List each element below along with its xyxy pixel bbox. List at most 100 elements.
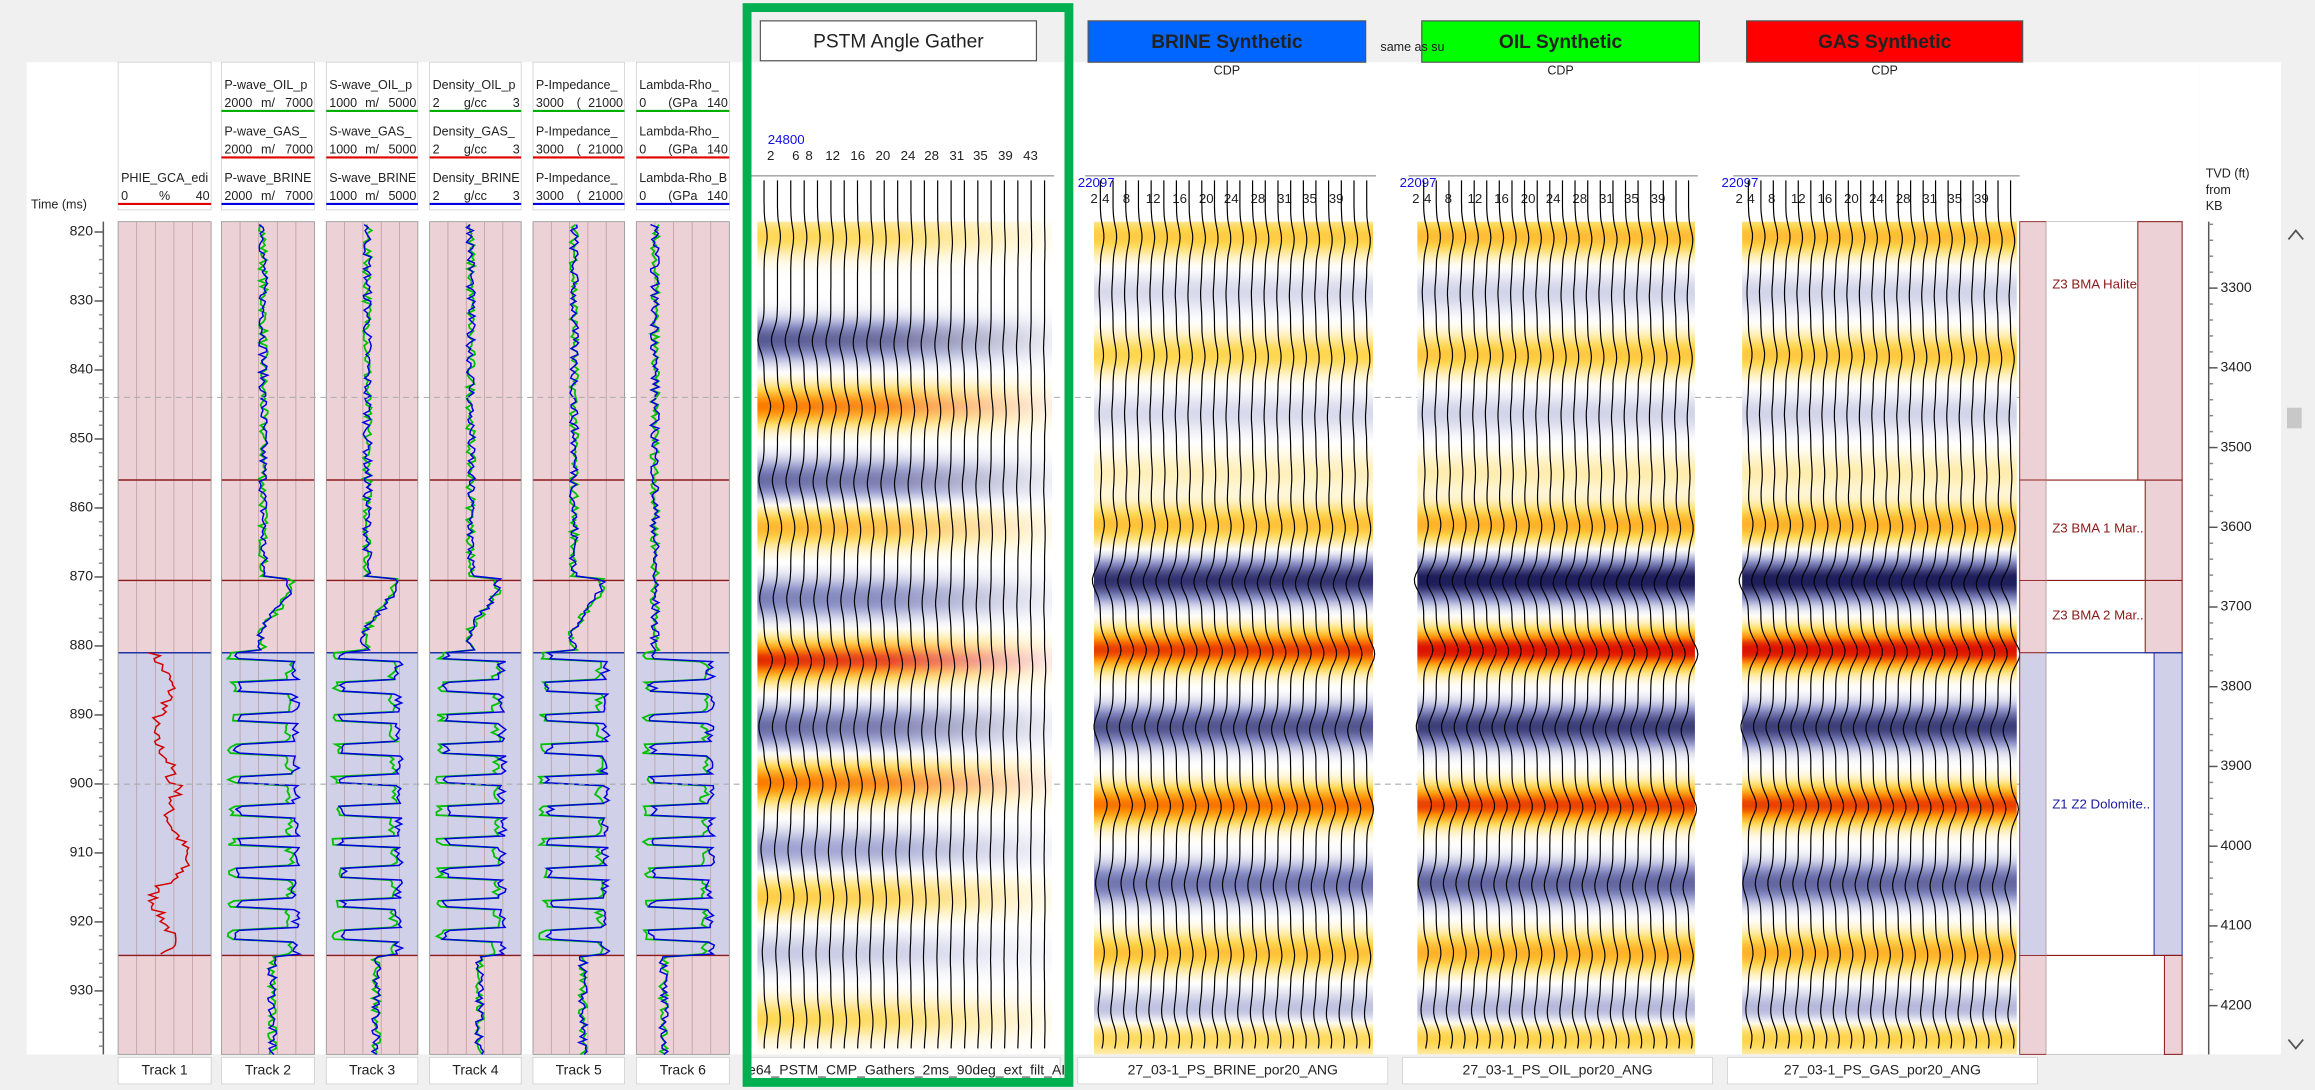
curve-min: 2 xyxy=(433,189,440,203)
time-axis-label: Time (ms) xyxy=(31,198,87,212)
curve-min: 2 xyxy=(433,142,440,156)
angle-label: 35 xyxy=(1302,191,1317,206)
log-viewer: Time (ms)8208308408508608708808909009109… xyxy=(0,0,2315,1090)
tvd-tick-label: 3300 xyxy=(2221,279,2252,295)
zone-strip xyxy=(2020,653,2047,956)
angle-label: 39 xyxy=(1974,191,1989,206)
scroll-thumb[interactable] xyxy=(2287,408,2302,429)
angle-label: 2 xyxy=(1412,191,1419,206)
curve-unit: m/ xyxy=(365,96,379,110)
curve-min: 2000 xyxy=(224,96,252,110)
curve-min: 3000 xyxy=(536,189,564,203)
tvd-axis-label: from xyxy=(2206,183,2231,197)
cdp-label: CDP xyxy=(1214,63,1240,77)
curve-unit: (GPa xyxy=(668,142,697,156)
time-tick-label: 920 xyxy=(70,913,94,929)
curve-unit: m/ xyxy=(261,142,275,156)
zone-fill xyxy=(636,955,729,1054)
curve-unit: m/ xyxy=(365,189,379,203)
curve-name: Lambda-Rho_ xyxy=(639,125,719,139)
angle-label: 12 xyxy=(1468,191,1483,206)
tvd-tick-label: 4200 xyxy=(2221,996,2252,1012)
angle-label: 6 xyxy=(792,148,799,163)
curve-name: P-Impedance_ xyxy=(536,78,619,92)
curve-max: 140 xyxy=(707,142,728,156)
tvd-tick-label: 3500 xyxy=(2221,438,2252,454)
curve-name: P-wave_BRINE xyxy=(224,171,311,185)
curve-min: 1000 xyxy=(329,96,357,110)
angle-label: 24 xyxy=(1869,191,1884,206)
curve-unit: m/ xyxy=(365,142,379,156)
time-tick-label: 890 xyxy=(70,706,94,722)
curve-unit: g/cc xyxy=(464,96,487,110)
track-name: Track 2 xyxy=(245,1061,291,1077)
curve-name: P-Impedance_ xyxy=(536,125,619,139)
amplitude-fade xyxy=(757,222,1051,1055)
curve-min: 1000 xyxy=(329,142,357,156)
zone-fill xyxy=(533,955,625,1054)
angle-label: 4 xyxy=(1102,191,1109,206)
angle-label: 35 xyxy=(1947,191,1962,206)
curve-max: 140 xyxy=(707,189,728,203)
angle-label: 2 xyxy=(767,148,774,163)
angle-label: 16 xyxy=(1172,191,1187,206)
angle-label: 31 xyxy=(949,148,964,163)
panel-title: BRINE Synthetic xyxy=(1151,32,1303,53)
angle-label: 20 xyxy=(1199,191,1214,206)
header-note: same as su xyxy=(1380,40,1444,54)
panel-footer-label: 27_03-1_PS_BRINE_por20_ANG xyxy=(1128,1061,1338,1077)
curve-unit: g/cc xyxy=(464,142,487,156)
zone-fill xyxy=(326,955,418,1054)
curve-max: 3 xyxy=(513,142,520,156)
curve-name: P-wave_GAS_ xyxy=(224,125,307,139)
curve-name: Density_GAS_ xyxy=(433,125,516,139)
tvd-tick-label: 3400 xyxy=(2221,359,2252,375)
track-header xyxy=(118,62,211,210)
tvd-axis-label: KB xyxy=(2206,199,2223,213)
track-name: Track 3 xyxy=(349,1061,395,1077)
zone-label: Z1 Z2 Dolomite.. xyxy=(2052,796,2150,811)
angle-label: 8 xyxy=(805,148,812,163)
curve-unit: (GPa xyxy=(668,189,697,203)
zone-label: Z3 BMA 2 Mar.. xyxy=(2052,607,2143,622)
curve-name: S-wave_GAS_ xyxy=(329,125,412,139)
cdp-label: CDP xyxy=(1871,63,1897,77)
time-tick-label: 910 xyxy=(70,844,94,860)
zone-fill xyxy=(221,955,314,1054)
curve-max: 40 xyxy=(196,189,210,203)
curve-unit: (GPa xyxy=(668,96,697,110)
curve-min: 2000 xyxy=(224,189,252,203)
angle-label: 28 xyxy=(924,148,939,163)
cdp-number: 22097 xyxy=(1721,175,1758,190)
tvd-axis-label: TVD (ft) xyxy=(2206,167,2250,181)
time-tick-label: 860 xyxy=(70,499,94,515)
curve-min: 3000 xyxy=(536,96,564,110)
curve-name: PHIE_GCA_edi xyxy=(121,171,208,185)
zone-step xyxy=(2145,480,2182,653)
track-name: Track 1 xyxy=(142,1061,188,1077)
tvd-tick-label: 3800 xyxy=(2221,677,2252,693)
scrollbar[interactable] xyxy=(2283,222,2310,1058)
angle-label: 31 xyxy=(1922,191,1937,206)
angle-label: 31 xyxy=(1277,191,1292,206)
curve-min: 2000 xyxy=(224,142,252,156)
panel-footer-label: 27_03-1_PS_GAS_por20_ANG xyxy=(1784,1061,1981,1077)
angle-label: 24 xyxy=(1546,191,1561,206)
zone-label: Z3 BMA 1 Mar.. xyxy=(2052,520,2143,535)
track-name: Track 4 xyxy=(452,1061,498,1077)
angle-label: 4 xyxy=(1424,191,1431,206)
curve-max: 7000 xyxy=(285,189,313,203)
panel-title: PSTM Angle Gather xyxy=(813,31,984,52)
tvd-tick-label: 4000 xyxy=(2221,837,2252,853)
curve-min: 0 xyxy=(639,142,646,156)
angle-label: 39 xyxy=(998,148,1013,163)
zone-fill xyxy=(118,653,211,956)
curve-max: 3 xyxy=(513,96,520,110)
zone-fill xyxy=(221,222,314,653)
curve-max: 5000 xyxy=(388,96,416,110)
angle-label: 16 xyxy=(850,148,865,163)
curve-min: 0 xyxy=(639,189,646,203)
cdp-label: CDP xyxy=(1547,63,1573,77)
angle-label: 35 xyxy=(1624,191,1639,206)
zone-step xyxy=(2154,653,2182,956)
